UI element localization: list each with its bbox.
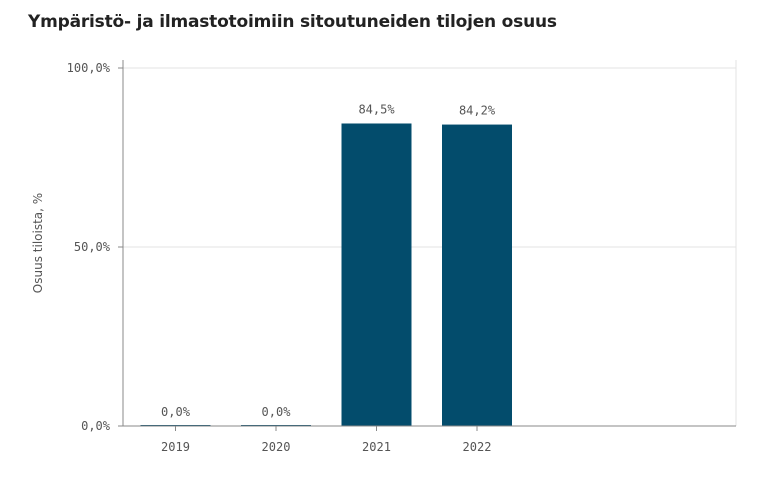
gridlines: [123, 60, 737, 426]
bars: [140, 123, 512, 427]
x-tick-label-2020: 2020: [262, 440, 291, 454]
y-tick-label: 0,0%: [81, 419, 111, 433]
data-label-2020: 0,0%: [262, 405, 292, 419]
x-tick-label-2021: 2021: [362, 440, 391, 454]
data-label-2021: 84,5%: [358, 102, 395, 116]
y-axis-title: Osuus tiloista, %: [31, 193, 45, 293]
axes: [118, 60, 736, 431]
data-label-2022: 84,2%: [459, 104, 496, 118]
labels: 0,0% 50,0% 100,0% 0,0% 2019 0,0% 2020 84,5% 2021…: [67, 61, 496, 454]
y-tick-label: 100,0%: [67, 61, 111, 75]
y-tick-label: 50,0%: [74, 240, 111, 254]
x-tick-label-2019: 2019: [161, 440, 190, 454]
x-tick-label-2022: 2022: [463, 440, 492, 454]
chart-title: Ympäristö- ja ilmastotoimiin sitoutuneid…: [28, 12, 557, 32]
data-label-2019: 0,0%: [161, 405, 191, 419]
bar-2021: [341, 123, 412, 427]
bar-2022: [442, 124, 512, 427]
